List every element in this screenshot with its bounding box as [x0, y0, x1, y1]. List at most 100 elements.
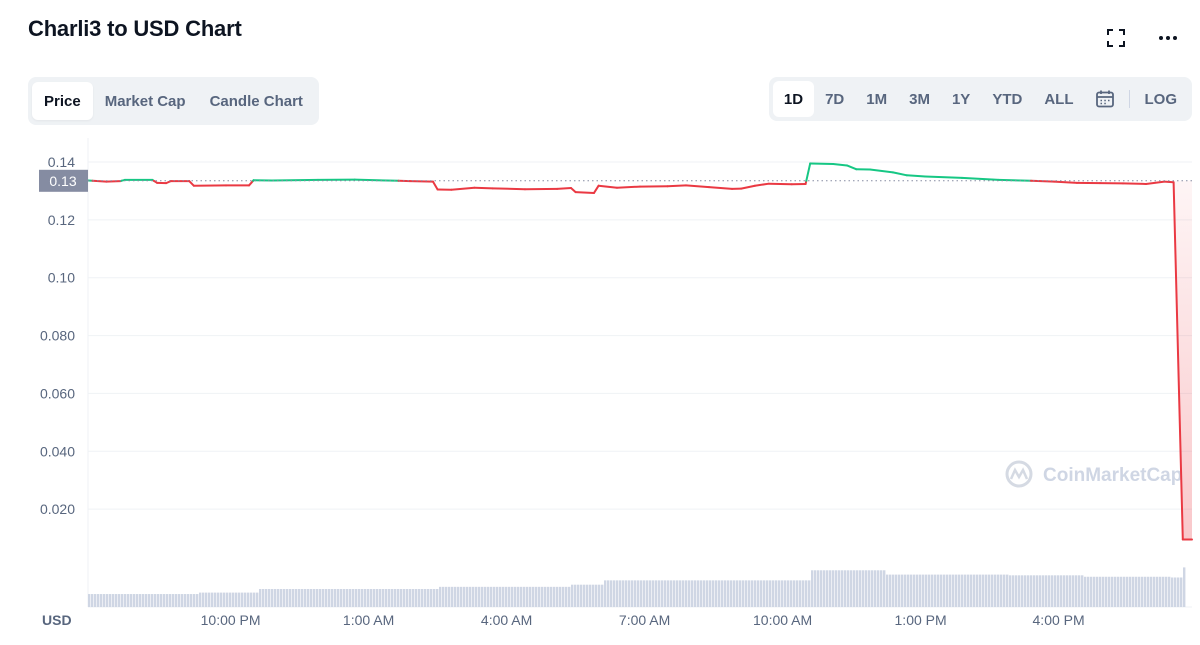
- volume-bar: [103, 594, 106, 607]
- price-line-segment: [409, 180, 434, 183]
- volume-bar: [1120, 576, 1123, 607]
- volume-bar: [427, 589, 430, 607]
- volume-bar: [721, 580, 724, 607]
- volume-bar: [994, 574, 997, 607]
- volume-bar: [850, 570, 853, 607]
- volume-bar: [622, 580, 625, 607]
- volume-bar: [325, 589, 328, 607]
- volume-bar: [811, 570, 814, 607]
- volume-bar: [592, 584, 595, 607]
- volume-bar: [679, 580, 682, 607]
- volume-bar: [538, 586, 541, 607]
- volume-bar: [244, 592, 247, 607]
- price-line-segment: [805, 162, 812, 182]
- price-line-segment: [105, 180, 122, 183]
- volume-bar: [310, 589, 313, 607]
- range-1d[interactable]: 1D: [772, 81, 815, 117]
- volume-bar: [313, 589, 316, 607]
- volume-bar: [772, 580, 775, 607]
- volume-bar: [451, 586, 454, 607]
- volume-bar: [1168, 576, 1171, 607]
- volume-bar: [1156, 576, 1159, 607]
- volume-bar: [598, 584, 601, 607]
- volume-bar: [568, 586, 571, 607]
- volume-bar: [1117, 576, 1120, 607]
- range-7d[interactable]: 7D: [825, 90, 845, 108]
- volume-bar: [178, 594, 181, 607]
- volume-bar: [487, 586, 490, 607]
- volume-bar: [1132, 576, 1135, 607]
- volume-bar: [112, 594, 115, 607]
- volume-bar: [955, 574, 958, 607]
- price-line-segment: [570, 187, 577, 194]
- x-tick-label: 1:00 AM: [343, 612, 394, 628]
- volume-bar: [508, 586, 511, 607]
- volume-bar: [448, 586, 451, 607]
- volume-bar: [718, 580, 721, 607]
- price-line-segment: [593, 184, 600, 194]
- volume-bar: [181, 594, 184, 607]
- volume-bar: [991, 574, 994, 607]
- volume-bar: [724, 580, 727, 607]
- volume-bar: [625, 580, 628, 607]
- volume-bar: [400, 589, 403, 607]
- volume-bar: [337, 589, 340, 607]
- volume-bar: [937, 574, 940, 607]
- volume-bar: [1018, 575, 1021, 607]
- range-all[interactable]: ALL: [1044, 90, 1074, 108]
- volume-bar: [106, 594, 109, 607]
- range-3m[interactable]: 3M: [909, 90, 930, 108]
- log-toggle[interactable]: LOG: [1144, 90, 1178, 108]
- time-range-selector: 1D 7D 1M 3M 1Y YTD ALL LOG: [768, 77, 1192, 121]
- volume-bar: [892, 574, 895, 607]
- volume-bar: [283, 589, 286, 607]
- price-line-segment: [892, 171, 908, 177]
- volume-bar: [1045, 575, 1048, 607]
- volume-bar: [133, 594, 136, 607]
- more-options-icon[interactable]: [1156, 26, 1180, 50]
- volume-bar: [1057, 575, 1060, 607]
- volume-bar: [358, 589, 361, 607]
- volume-bar: [580, 584, 583, 607]
- volume-bar: [589, 584, 592, 607]
- watermark-text: CoinMarketCap: [1043, 465, 1182, 486]
- volume-bar: [94, 594, 97, 607]
- volume-bar: [922, 574, 925, 607]
- price-line-segment: [997, 178, 1032, 182]
- range-1y[interactable]: 1Y: [951, 90, 971, 108]
- volume-bar: [700, 580, 703, 607]
- volume-bar: [556, 586, 559, 607]
- volume-bar: [370, 589, 373, 607]
- tab-market-cap[interactable]: Market Cap: [104, 92, 186, 110]
- tab-candle-chart[interactable]: Candle Chart: [209, 92, 303, 110]
- price-line-segment: [1163, 180, 1175, 184]
- y-tick-label: 0.060: [40, 385, 75, 401]
- volume-bar: [982, 574, 985, 607]
- volume-bar: [373, 589, 376, 607]
- volume-bar: [280, 589, 283, 607]
- volume-bar: [562, 586, 565, 607]
- range-1m[interactable]: 1M: [866, 90, 888, 108]
- volume-bar: [331, 589, 334, 607]
- fullscreen-icon[interactable]: [1104, 26, 1128, 50]
- volume-bar: [688, 580, 691, 607]
- volume-bar: [532, 586, 535, 607]
- calendar-icon[interactable]: [1085, 81, 1125, 117]
- volume-bar: [586, 584, 589, 607]
- price-chart[interactable]: 0.020 0.040 0.060 0.080 0.10 0.12 0.14 CoinMark…: [0, 130, 1200, 645]
- volume-bar: [958, 574, 961, 607]
- tab-price[interactable]: Price: [32, 82, 93, 120]
- range-ytd[interactable]: YTD: [992, 90, 1023, 108]
- volume-bar: [394, 589, 397, 607]
- volume-bar: [262, 589, 265, 607]
- volume-bar: [1150, 576, 1153, 607]
- volume-bar: [1162, 576, 1165, 607]
- volume-bar: [301, 589, 304, 607]
- volume-bar: [781, 580, 784, 607]
- volume-bar: [1024, 575, 1027, 607]
- volume-bar: [289, 589, 292, 607]
- price-line-segment: [597, 184, 618, 189]
- volume-bar: [493, 586, 496, 607]
- volume-bar: [1087, 576, 1090, 607]
- volume-bar: [673, 580, 676, 607]
